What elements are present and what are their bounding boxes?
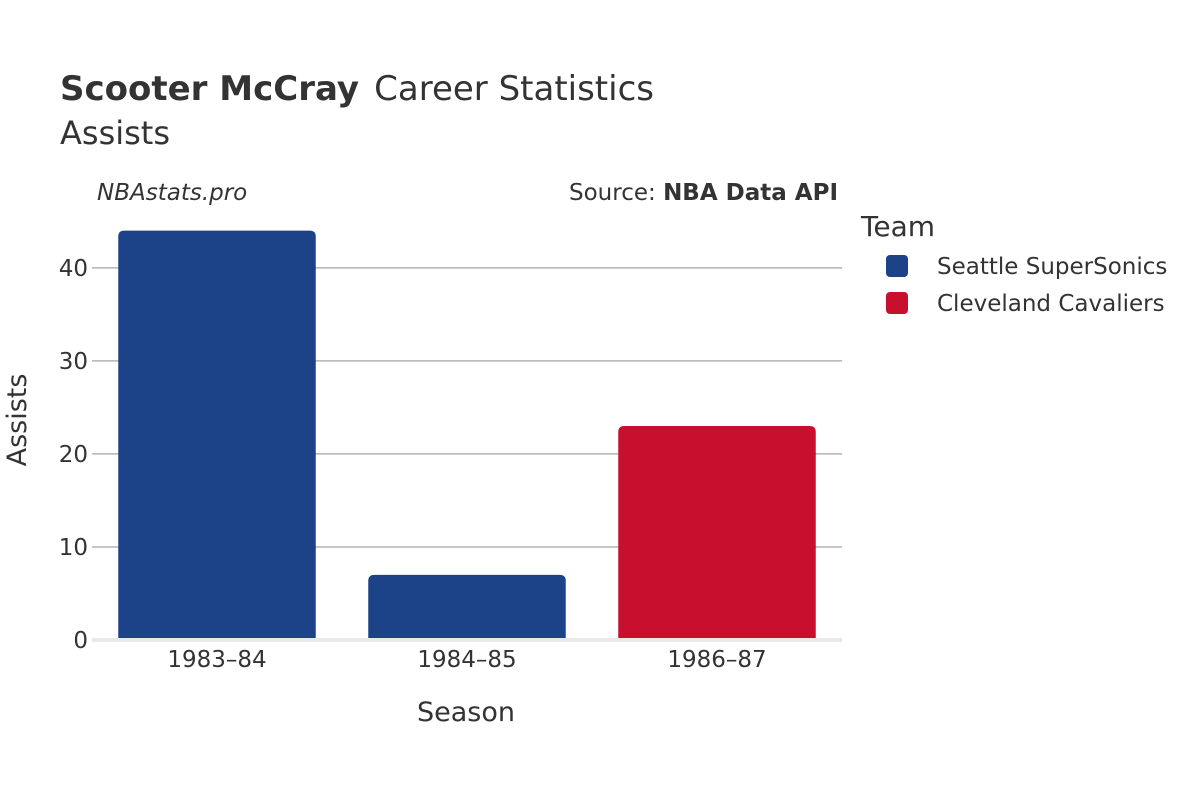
x-tick-label: 1983–84: [167, 647, 266, 673]
x-tick-label: 1986–87: [667, 647, 766, 673]
y-tick-label: 20: [59, 442, 88, 468]
source-name: NBA Data API: [663, 180, 838, 206]
y-tick-label: 40: [59, 256, 88, 282]
bars: [118, 230, 816, 640]
chart-subtitle: Assists: [60, 114, 170, 152]
legend-label[interactable]: Cleveland Cavaliers: [937, 291, 1165, 317]
y-axis-ticks: 0 10 20 30 40: [59, 256, 88, 654]
source-text: Source: NBA Data API: [569, 180, 838, 206]
legend-title: Team: [860, 210, 935, 243]
legend-label[interactable]: Seattle SuperSonics: [937, 254, 1167, 280]
legend-swatch: [886, 255, 908, 277]
y-axis-title: Assists: [2, 374, 33, 467]
source-prefix: Source:: [569, 180, 663, 206]
legend: Seattle SuperSonics Cleveland Cavaliers: [886, 254, 1167, 317]
credit-text: NBAstats.pro: [97, 180, 247, 206]
y-tick-label: 10: [59, 535, 88, 561]
bar-1986–87[interactable]: [618, 426, 816, 640]
chart-title-rest: Career Statistics: [374, 69, 654, 109]
bar-1984–85[interactable]: [368, 574, 566, 640]
x-tick-label: 1984–85: [417, 647, 516, 673]
chart-title: Scooter McCray Career Statistics: [60, 69, 654, 109]
bar-1983–84[interactable]: [118, 230, 316, 640]
y-tick-label: 30: [59, 349, 88, 375]
legend-swatch: [886, 292, 908, 314]
x-axis-ticks: 1983–84 1984–85 1986–87: [167, 647, 766, 673]
x-axis-title: Season: [417, 697, 515, 728]
y-tick-label: 0: [73, 628, 88, 654]
chart-title-player: Scooter McCray: [60, 69, 359, 109]
